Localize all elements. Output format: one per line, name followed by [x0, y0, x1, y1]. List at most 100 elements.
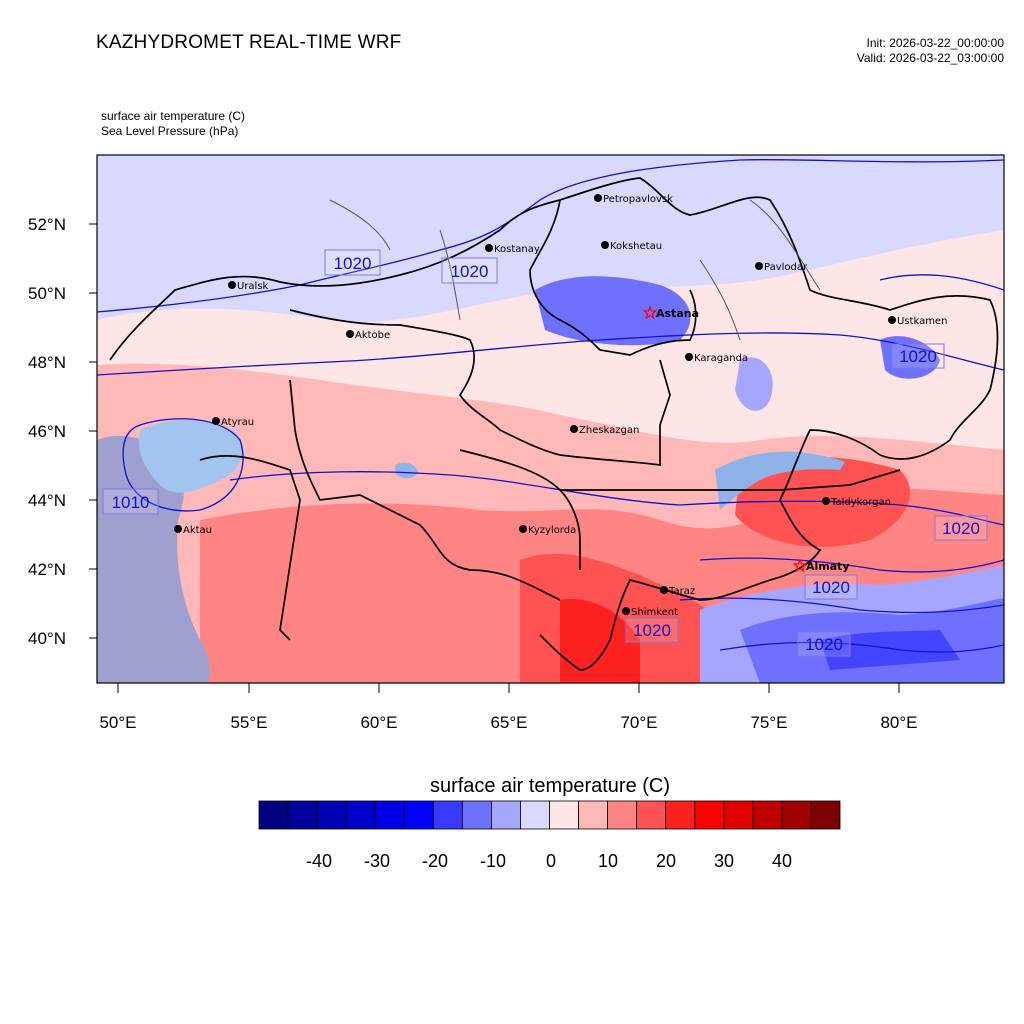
lon-label: 70°E [620, 713, 657, 732]
colorbar-title: surface air temperature (C) [429, 775, 671, 797]
isobar-label: 1020 [451, 262, 489, 281]
lat-label: 42°N [28, 560, 66, 579]
city-dot [570, 425, 578, 433]
isobar-labels: 1020 1020 1020 1010 1020 1020 1020 1020 [102, 249, 988, 657]
colorbar-swatch [665, 800, 696, 830]
lat-label: 40°N [28, 629, 66, 648]
lat-label: 52°N [28, 215, 66, 234]
city-label: Atyrau [221, 417, 254, 428]
colorbar-swatch [258, 800, 289, 830]
city-label: Zheskazgan [579, 425, 639, 436]
colorbar-label: 40 [772, 851, 792, 871]
isobar-label-box [934, 515, 988, 541]
colorbar-swatch [607, 800, 638, 830]
capital-markers: Astana Almaty [642, 305, 850, 573]
isobar-label-box [102, 488, 159, 515]
map-title: KAZHYDROMET REAL-TIME WRF [96, 32, 402, 53]
city-dot [346, 330, 354, 338]
lon-label: 65°E [490, 713, 527, 732]
isobar-label: 1020 [942, 519, 980, 538]
city-label: Taraz [668, 586, 695, 597]
colorbar-swatch [781, 800, 812, 830]
city-dot [685, 353, 693, 361]
city-dot [594, 194, 602, 202]
province-lines [329, 199, 821, 341]
isobar-label: 1020 [633, 621, 671, 640]
lon-label: 75°E [750, 713, 787, 732]
city-label: Uralsk [237, 281, 269, 292]
isobar-label-box [324, 249, 381, 276]
capital-label: Astana [656, 307, 699, 320]
city-dot [622, 607, 630, 615]
city-dot [888, 316, 896, 324]
lat-label: 44°N [28, 491, 66, 510]
colorbar-label: -20 [422, 851, 448, 871]
city-dot [755, 262, 763, 270]
colorbar-label: -40 [306, 851, 332, 871]
capital-star [792, 558, 808, 573]
colorbar-swatch [578, 800, 608, 830]
isobar-label-box [804, 574, 858, 600]
colorbar-swatch [432, 800, 463, 830]
colorbar: -40 -30 -20 -10 0 10 20 30 40 [258, 800, 841, 871]
longitude-labels: 50°E 55°E 60°E 65°E 70°E 75°E 80°E [99, 683, 918, 732]
isobar-label: 1020 [899, 347, 937, 366]
city-label: Taldykorgan [830, 497, 891, 508]
colorbar-swatch [636, 800, 667, 830]
city-dot [228, 281, 236, 289]
city-label: Kokshetau [610, 241, 662, 252]
colorbar-swatch [316, 800, 347, 830]
colorbar-swatch [374, 800, 405, 830]
city-label: Shimkent [631, 607, 678, 618]
colorbar-swatch [549, 800, 579, 830]
isobar-label: 1020 [334, 254, 372, 273]
isobar-label-box [797, 631, 851, 657]
lon-label: 50°E [99, 713, 136, 732]
colorbar-swatch [490, 800, 521, 830]
colorbar-swatch [345, 800, 376, 830]
city-dot [822, 497, 830, 505]
latitude-labels: 52°N 50°N 48°N 46°N 44°N 42°N 40°N [28, 215, 97, 648]
colorbar-swatch [723, 800, 754, 830]
map-field [97, 155, 1004, 683]
lon-label: 60°E [360, 713, 397, 732]
colorbar-swatch [520, 800, 550, 830]
border-lines [109, 177, 999, 671]
city-label: Pavlodar [764, 262, 808, 273]
lon-label: 55°E [230, 713, 267, 732]
field-label: surface air temperature (C) [101, 109, 246, 123]
overlay-label: Sea Level Pressure (hPa) [101, 124, 239, 138]
city-dot [519, 525, 527, 533]
city-label: Kyzylorda [528, 525, 576, 536]
lat-label: 50°N [28, 284, 66, 303]
colorbar-swatch [461, 800, 492, 830]
isobar-label: 1020 [812, 578, 850, 597]
lat-label: 48°N [28, 353, 66, 372]
colorbar-swatch [403, 800, 434, 830]
city-label: Aktobe [355, 330, 390, 341]
city-label: Karaganda [694, 353, 748, 364]
map-frame [96, 154, 1005, 684]
capital-label: Almaty [806, 560, 850, 573]
city-markers: Petropavlovsk Kostanay Kokshetau Pavlodar Ur… [174, 194, 947, 618]
isobar-label: 1020 [805, 635, 843, 654]
city-label: Petropavlovsk [603, 194, 673, 205]
city-dot [485, 244, 493, 252]
city-label: Ustkamen [897, 316, 947, 327]
colorbar-swatch [694, 800, 725, 830]
lat-label: 46°N [28, 422, 66, 441]
city-label: Aktau [183, 525, 212, 536]
lon-label: 80°E [880, 713, 917, 732]
isobar-label-box [441, 257, 498, 284]
isobar-label: 1010 [112, 493, 150, 512]
colorbar-swatch [752, 800, 783, 830]
city-dot [212, 417, 220, 425]
city-label: Kostanay [494, 244, 540, 255]
colorbar-label: 0 [546, 851, 556, 871]
city-dot [174, 525, 182, 533]
init-time: Init: 2026-03-22_00:00:00 [866, 36, 1004, 50]
capital-star [642, 305, 658, 320]
colorbar-swatch [287, 800, 318, 830]
isobar-label-box [625, 617, 679, 643]
